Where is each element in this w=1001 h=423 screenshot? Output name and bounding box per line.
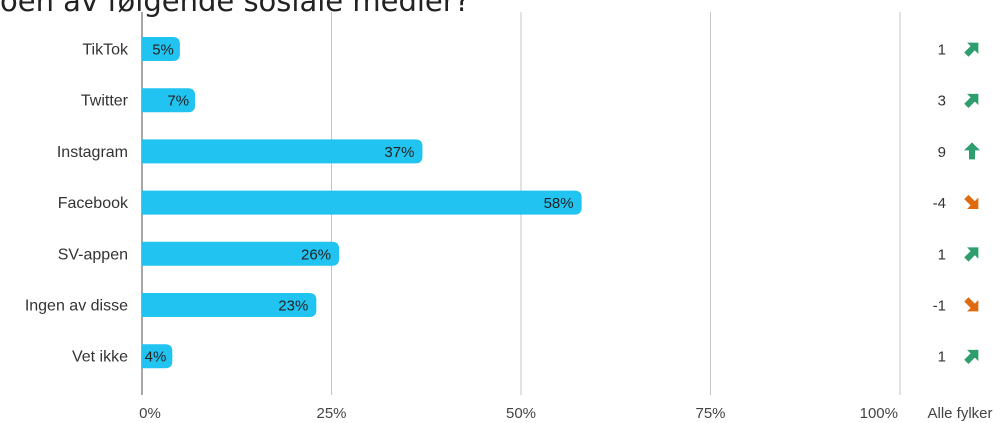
arrow-up-icon (964, 247, 979, 262)
category-label: Instagram (57, 144, 128, 161)
x-tick-label: 75% (695, 405, 725, 422)
change-value: 9 (938, 144, 946, 161)
value-label: 26% (301, 246, 331, 263)
value-label: 23% (278, 298, 308, 315)
bar (142, 190, 582, 215)
arrow-up-icon (964, 93, 979, 108)
change-value: -1 (933, 298, 946, 315)
value-label: 5% (152, 42, 174, 59)
category-label: TikTok (82, 42, 129, 59)
change-column-header: Alle fylker (927, 405, 992, 422)
bar (142, 344, 173, 369)
change-value: 1 (938, 349, 946, 366)
category-label: SV-appen (58, 246, 128, 263)
category-label: Ingen av disse (25, 298, 128, 315)
bar (142, 139, 423, 164)
x-tick-label: 100% (860, 405, 898, 422)
arrow-up-icon (964, 349, 979, 364)
bar (142, 241, 340, 266)
change-value: 1 (938, 42, 946, 59)
bar (142, 88, 196, 113)
change-value: -4 (933, 195, 946, 212)
value-label: 37% (384, 144, 414, 161)
value-label: 58% (544, 195, 574, 212)
chart-title: oen av følgende sosiale medier? (0, 0, 471, 18)
arrow-up-icon (964, 42, 979, 57)
value-label: 7% (167, 93, 189, 110)
value-label: 4% (145, 349, 167, 366)
category-label: Facebook (58, 195, 129, 212)
bar (142, 37, 180, 61)
x-tick-label: 25% (316, 405, 346, 422)
category-label: Vet ikke (72, 349, 128, 366)
arrow-down-icon (964, 297, 979, 312)
x-tick-label: 0% (139, 405, 161, 422)
change-value: 3 (938, 93, 946, 110)
arrow-up-icon (964, 142, 980, 160)
bar (142, 293, 317, 317)
category-label: Twitter (81, 93, 129, 110)
arrow-down-icon (964, 194, 979, 209)
x-tick-label: 50% (506, 405, 536, 422)
change-value: 1 (938, 246, 946, 263)
